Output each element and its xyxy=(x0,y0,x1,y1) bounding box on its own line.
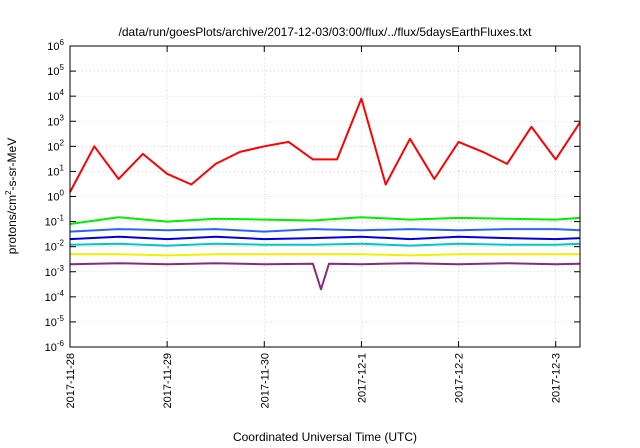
series-line xyxy=(69,235,581,241)
y-tick-exp: 3 xyxy=(60,113,65,122)
y-tick-exp: 4 xyxy=(60,88,65,97)
y-tick-label: 10-2 xyxy=(45,239,65,254)
y-tick-label: 10-6 xyxy=(45,339,65,354)
x-axis: 2017-11-28 2017-11-29 2017-11-30 2017-12-1 2… xyxy=(65,46,563,408)
y-tick-label: 103 xyxy=(47,113,64,128)
y-tick-exp: -6 xyxy=(57,339,65,348)
x-axis-label: Coordinated Universal Time (UTC) xyxy=(233,430,417,444)
x-tick-label: 2017-11-29 xyxy=(162,353,174,408)
y-tick-base: 10 xyxy=(47,192,59,204)
series-line xyxy=(69,216,581,225)
x-tick-label: 2017-12-2 xyxy=(454,353,466,403)
series-line xyxy=(69,97,581,193)
y-tick-base: 10 xyxy=(45,317,57,329)
y-tick-label: 10-3 xyxy=(45,264,65,279)
y-tick-label: 106 xyxy=(47,38,64,53)
x-tick-label: 2017-11-28 xyxy=(65,353,77,408)
x-tick-label: 2017-11-30 xyxy=(259,353,271,408)
y-tick-label: 10-1 xyxy=(45,214,65,229)
series-line xyxy=(70,253,580,257)
y-tick-base: 10 xyxy=(47,141,59,153)
y-tick-base: 10 xyxy=(47,116,59,128)
y-tick-label: 105 xyxy=(47,63,64,78)
y-tick-label: 101 xyxy=(47,163,64,178)
y-tick-exp: -1 xyxy=(57,214,65,223)
y-axis-label: protons/cm2-s-sr-MeV xyxy=(4,138,19,254)
y-axis-label-rest: -s-sr-MeV xyxy=(5,138,19,191)
y-tick-exp: -3 xyxy=(57,264,65,273)
series-line xyxy=(69,262,581,291)
y-axis: 10610510410310210110010-110-210-310-410-… xyxy=(45,38,580,354)
y-axis-label-sup: 2 xyxy=(4,190,13,195)
y-tick-label: 100 xyxy=(47,189,64,204)
y-tick-label: 10-4 xyxy=(45,289,65,304)
y-tick-label: 104 xyxy=(47,88,64,103)
y-tick-exp: 0 xyxy=(60,189,65,198)
y-tick-base: 10 xyxy=(47,66,59,78)
y-tick-label: 102 xyxy=(47,138,64,153)
y-tick-exp: -4 xyxy=(57,289,65,298)
y-tick-base: 10 xyxy=(45,242,57,254)
series-line xyxy=(69,228,581,233)
y-tick-exp: 6 xyxy=(60,38,65,47)
y-tick-exp: 1 xyxy=(60,163,65,172)
x-tick-label: 2017-12-3 xyxy=(551,353,563,403)
y-tick-exp: -2 xyxy=(57,239,65,248)
x-tick-label: 2017-12-1 xyxy=(356,353,368,403)
series-line xyxy=(69,242,581,247)
series-layer xyxy=(69,97,581,291)
y-tick-base: 10 xyxy=(45,342,57,354)
y-tick-exp: 2 xyxy=(60,138,65,147)
y-tick-base: 10 xyxy=(47,41,59,53)
y-tick-base: 10 xyxy=(47,91,59,103)
y-tick-base: 10 xyxy=(45,292,57,304)
chart-title: /data/run/goesPlots/archive/2017-12-03/0… xyxy=(119,25,533,39)
y-axis-label-main: protons/cm xyxy=(5,195,19,254)
y-tick-label: 10-5 xyxy=(45,314,65,329)
y-tick-base: 10 xyxy=(45,267,57,279)
y-tick-base: 10 xyxy=(47,166,59,178)
y-tick-base: 10 xyxy=(45,217,57,229)
y-tick-exp: -5 xyxy=(57,314,65,323)
y-tick-exp: 5 xyxy=(60,63,65,72)
